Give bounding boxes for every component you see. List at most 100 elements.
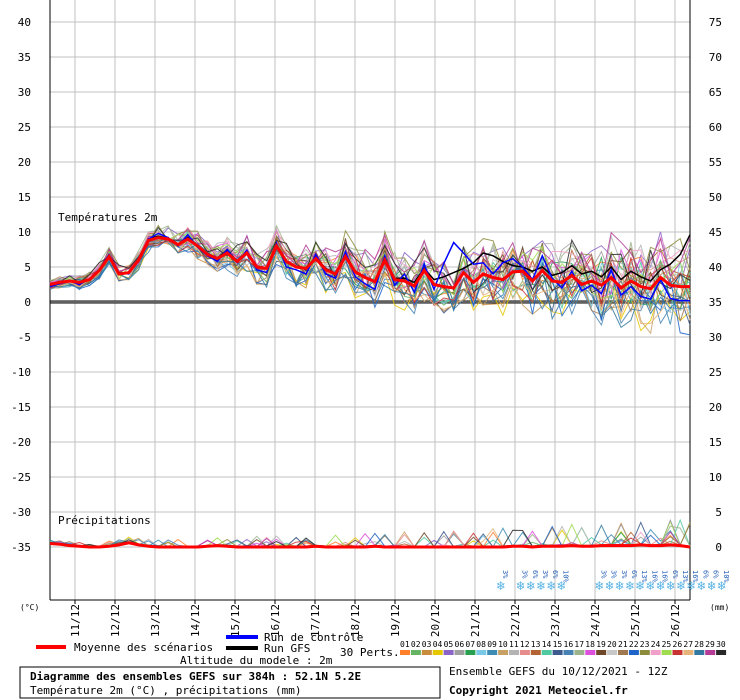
snow-probability-label: 10% xyxy=(561,570,569,583)
pert-legend-id: 26 xyxy=(673,640,683,649)
left-tick-label: -5 xyxy=(18,331,31,344)
perturbation-series xyxy=(49,224,691,548)
pert-legend-id: 21 xyxy=(618,640,628,649)
snowflake-icon: ❄ xyxy=(594,579,604,593)
left-tick-label: -10 xyxy=(11,366,31,379)
snow-probability-label: 3% xyxy=(599,570,607,579)
pert-legend-id: 12 xyxy=(520,640,530,649)
snow-probability-label: 13% xyxy=(681,570,689,583)
pert-legend-swatch xyxy=(432,650,443,655)
x-tick-label: 11/12 xyxy=(69,604,82,637)
pert-legend-swatch xyxy=(574,650,585,655)
left-tick-label: 10 xyxy=(18,226,31,239)
snow-probability-label: 6% xyxy=(701,570,709,579)
snow-probability-label: 3% xyxy=(610,570,618,579)
run-info: Ensemble GEFS du 10/12/2021 - 12Z xyxy=(449,665,668,678)
right-tick-label: 25 xyxy=(709,366,722,379)
pert-legend-id: 11 xyxy=(509,640,519,649)
pert-legend-id: 25 xyxy=(662,640,672,649)
snow-probability-label: 6% xyxy=(671,570,679,579)
pert-legend-swatch xyxy=(410,650,421,655)
snowflake-icon: ❄ xyxy=(625,579,635,593)
pert-legend-swatch xyxy=(716,650,727,655)
pert-legend-id: 23 xyxy=(640,640,650,649)
pert-legend-swatch xyxy=(596,650,607,655)
x-tick-label: 12/12 xyxy=(109,604,122,637)
snow-probability-label: 10% xyxy=(722,570,730,583)
pert-legend-swatch xyxy=(683,650,694,655)
snowflake-icon: ❄ xyxy=(605,579,615,593)
x-tick-label: 26/12 xyxy=(669,604,682,637)
left-tick-label: 0 xyxy=(24,296,31,309)
pert-legend-swatch xyxy=(705,650,716,655)
pert-legend-id: 28 xyxy=(694,640,704,649)
x-tick-label: 15/12 xyxy=(229,604,242,637)
snow-probability-label: 3% xyxy=(521,570,529,579)
x-tick-label: 23/12 xyxy=(549,604,562,637)
pert-legend-swatch xyxy=(487,650,498,655)
pert-legend-id: 24 xyxy=(651,640,661,649)
left-tick-label: 5 xyxy=(24,261,31,274)
pert-legend-id: 01 xyxy=(400,640,410,649)
pert-legend-id: 08 xyxy=(476,640,486,649)
pert-legend-swatch xyxy=(585,650,596,655)
snow-probability-label: 6% xyxy=(712,570,720,579)
pert-legend-swatch xyxy=(618,650,628,655)
pert-legend-id: 16 xyxy=(564,640,574,649)
x-tick-label: 21/12 xyxy=(469,604,482,637)
snow-probability-label: 6% xyxy=(630,570,638,579)
right-tick-label: 60 xyxy=(709,121,722,134)
right-tick-label: 50 xyxy=(709,191,722,204)
pert-legend-id: 10 xyxy=(498,640,508,649)
temperature-label: Températures 2m xyxy=(58,211,158,224)
control-temp-line xyxy=(49,232,690,302)
snowflake-icon: ❄ xyxy=(556,579,566,593)
right-tick-label: 35 xyxy=(709,296,722,309)
left-unit-label: (°C) xyxy=(20,603,39,612)
x-tick-label: 25/12 xyxy=(629,604,642,637)
snowflake-icon: ❄ xyxy=(536,579,546,593)
left-tick-label: -15 xyxy=(11,401,31,414)
left-tick-label: 35 xyxy=(18,51,31,64)
x-tick-label: 17/12 xyxy=(309,604,322,637)
right-tick-label: 45 xyxy=(709,226,722,239)
snow-probability-label: 3% xyxy=(541,570,549,579)
snowflake-icon: ❄ xyxy=(615,579,625,593)
mean-precip-line xyxy=(49,541,691,549)
pert-legend-id: 27 xyxy=(683,640,693,649)
pert-legend-swatch xyxy=(694,650,705,655)
pert-legend-id: 06 xyxy=(455,640,465,649)
left-tick-label: 40 xyxy=(18,16,31,29)
snow-probability-label: 16% xyxy=(691,570,699,583)
left-tick-label: -20 xyxy=(11,436,31,449)
snowflake-icon: ❄ xyxy=(635,579,645,593)
snowflake-icon: ❄ xyxy=(516,579,526,593)
footer-subtitle: Température 2m (°C) , précipitations (mm… xyxy=(30,684,302,697)
right-tick-label: 15 xyxy=(709,436,722,449)
right-tick-label: 40 xyxy=(709,261,722,274)
snowflake-icon: ❄ xyxy=(717,579,727,593)
legend-altitude-label: Altitude du modele : 2m xyxy=(180,654,333,667)
pert-temp-line xyxy=(49,227,691,290)
snowflake-icon: ❄ xyxy=(645,579,655,593)
pert-legend-swatch xyxy=(607,650,618,655)
snowflake-icon: ❄ xyxy=(707,579,717,593)
left-tick-label: -30 xyxy=(11,506,31,519)
pert-legend-id: 02 xyxy=(411,640,421,649)
pert-legend-swatch xyxy=(650,650,661,655)
pert-legend-swatch xyxy=(628,650,639,655)
pert-legend-swatch xyxy=(530,650,541,655)
pert-legend-swatch xyxy=(552,650,563,655)
left-tick-label: 30 xyxy=(18,86,31,99)
snowflake-icon: ❄ xyxy=(686,579,696,593)
snowflake-icon: ❄ xyxy=(696,579,706,593)
pert-temp-line xyxy=(49,224,691,291)
pert-legend-swatch xyxy=(509,650,519,655)
pert-legend-swatch xyxy=(421,650,432,655)
x-tick-label: 13/12 xyxy=(149,604,162,637)
pert-legend-id: 22 xyxy=(629,640,639,649)
pert-legend-id: 15 xyxy=(553,640,563,649)
x-tick-label: 24/12 xyxy=(589,604,602,637)
pert-legend-id: 18 xyxy=(585,640,595,649)
